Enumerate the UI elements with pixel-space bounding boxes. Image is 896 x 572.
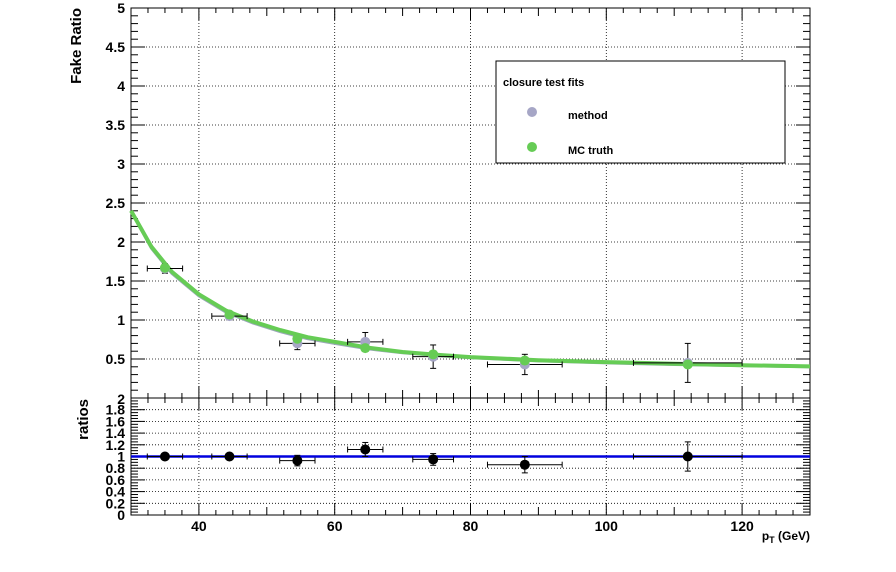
ratio-y-tick-label: 0: [117, 507, 125, 523]
main-ticks: [130, 7, 811, 399]
data-point-mc-truth: [428, 349, 439, 360]
data-point-mc-truth: [292, 333, 303, 344]
x-tick-labels: 40 60 80 100 120: [191, 518, 754, 534]
fit-curve-mc-truth: [129, 209, 811, 369]
legend-box: [495, 60, 786, 164]
ratio-point: [519, 459, 530, 470]
main-top-y-tick-label: 2: [117, 391, 125, 407]
data-point-mc-truth: [224, 309, 235, 320]
data-point-mc-truth: [682, 359, 693, 370]
x-tick-label: 100: [595, 518, 619, 534]
ratio-point: [682, 451, 693, 462]
ratio-y-tick-label: 0.4: [106, 484, 126, 500]
ratio-y-tick-label: 0.2: [106, 495, 126, 511]
main-y-tick-label: 2: [117, 234, 125, 250]
main-y-axis-title: Fake Ratio: [68, 8, 85, 84]
legend-marker-mc-truth: [527, 142, 537, 152]
x-tick-label: 60: [327, 518, 343, 534]
ratio-y-tick-label: 1.8: [106, 402, 126, 418]
ratio-point: [428, 454, 439, 465]
x-tick-label: 120: [730, 518, 754, 534]
ratio-data-points: [146, 441, 743, 474]
x-axis-title: pT (GeV): [762, 529, 810, 545]
ratio-y-tick-label: 1: [117, 449, 125, 465]
ratio-y-tick-label: 1.2: [106, 437, 126, 453]
data-point-mc-truth: [159, 262, 170, 273]
ratio-y-tick-label: 0.6: [106, 472, 126, 488]
x-tick-label: 80: [463, 518, 479, 534]
main-data-points: [146, 262, 743, 383]
fit-curves: [129, 209, 811, 369]
legend: closure test fits method MC truth: [495, 60, 786, 164]
ratio-point: [360, 444, 371, 455]
main-y-tick-label: 3.5: [106, 117, 126, 133]
legend-title: closure test fits: [503, 77, 584, 89]
ratio-point: [292, 455, 303, 466]
main-y-tick-label: 4: [117, 78, 125, 94]
main-y-tick-label: 1: [117, 312, 125, 328]
main-y-tick-label: 5: [117, 0, 125, 16]
ratio-point: [224, 451, 235, 462]
main-panel: 0.5 1 1.5 2 2.5 3 3.5 4 4.5 5 Fake Ratio closure …: [68, 0, 811, 399]
legend-label-method: method: [568, 110, 608, 122]
legend-marker-method: [527, 107, 537, 117]
fit-curve-method: [129, 210, 811, 369]
data-point-mc-truth: [519, 355, 530, 366]
ratio-panel: 00.20.40.60.811.21.41.61.8 40 60 80 100 120 …: [75, 391, 811, 545]
ratio-y-tick-label: 1.6: [106, 413, 126, 429]
x-tick-label: 40: [191, 518, 207, 534]
main-grid: [131, 8, 810, 398]
ratio-ticks: [130, 397, 811, 516]
data-point-mc-truth: [360, 343, 371, 354]
ratio-y-tick-labels: 00.20.40.60.811.21.41.61.8: [106, 402, 126, 523]
main-y-tick-labels: 0.5 1 1.5 2 2.5 3 3.5 4 4.5 5: [106, 0, 126, 367]
ratio-y-tick-label: 0.8: [106, 460, 126, 476]
ratio-y-tick-label: 1.4: [106, 425, 126, 441]
main-y-tick-label: 4.5: [106, 39, 126, 55]
ratio-point: [159, 451, 170, 462]
ratio-y-axis-title: ratios: [75, 399, 92, 440]
main-y-tick-label: 0.5: [106, 351, 126, 367]
legend-label-mc-truth: MC truth: [568, 145, 613, 157]
main-y-tick-label: 1.5: [106, 273, 126, 289]
main-y-tick-label: 2.5: [106, 195, 126, 211]
main-y-tick-label: 3: [117, 156, 125, 172]
